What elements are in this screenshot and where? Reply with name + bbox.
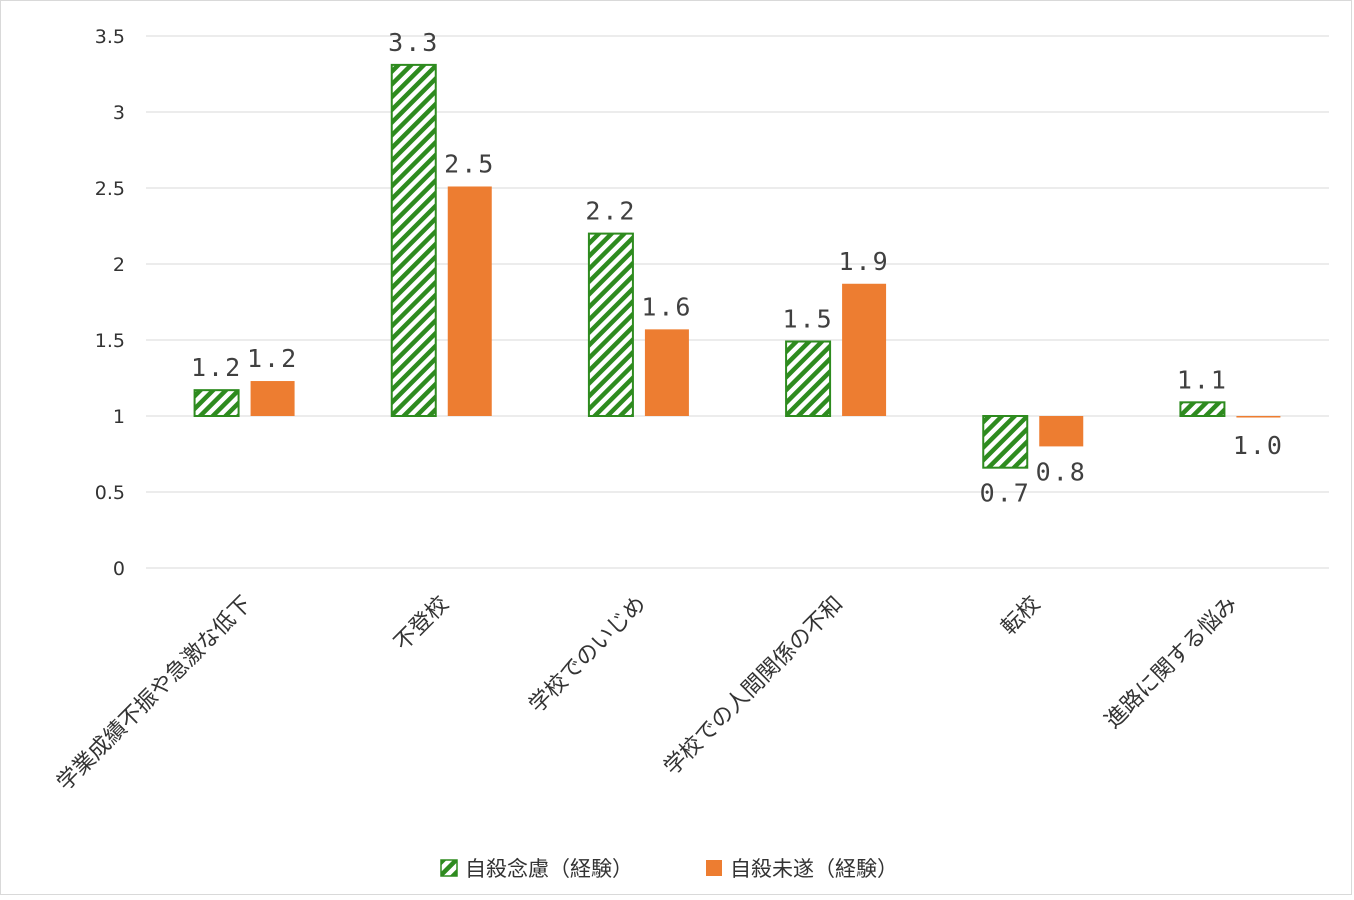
data-label: 0.7 [980,479,1031,508]
y-tick-label: 1 [113,406,125,428]
x-tick-label: 学校での人間関係の不和 [660,592,849,781]
data-label: 1.6 [641,292,692,321]
y-tick-label: 0 [113,558,125,580]
x-axis-ticks: 学業成績不振や急激な低下 不登校 学校でのいじめ 学校での人間関係の不和 転校 進路に関す… [52,592,1242,796]
data-labels: 1.2 1.2 3.3 2.5 2.2 1.6 1.51.9 0.70.8 1.1 1.0 [191,28,1284,508]
y-tick-label: 2 [113,254,125,276]
bar-ideation-1 [390,63,437,417]
legend-swatch [706,860,722,876]
y-axis-ticks: 0 0.5 1 1.5 2 2.5 3 3.5 [95,26,125,580]
gridlines [146,35,1329,569]
bar-attempt-5 [1236,416,1281,418]
bar-ideation-2 [587,232,634,417]
bar-ideation-5 [1179,401,1226,418]
y-tick-label: 3 [113,102,125,124]
legend-swatch [440,859,458,877]
data-label: 3.3 [388,28,439,57]
bar-ideation-0 [193,389,240,418]
legend-label: 自殺念慮（経験） [465,857,633,881]
data-label: 1.9 [839,247,890,276]
y-tick-label: 2.5 [95,178,125,200]
data-label: 0.8 [1036,457,1087,486]
x-tick-label: 学校でのいじめ [525,592,652,719]
x-tick-label: 進路に関する悩み [1101,592,1243,734]
x-tick-label: 学業成績不振や急激な低下 [52,592,256,796]
y-tick-label: 0.5 [95,482,125,504]
data-label: 1.5 [783,305,834,334]
bar-attempt-1 [447,186,492,416]
bars [193,63,1281,469]
data-label: 1.2 [191,353,242,382]
y-tick-label: 1.5 [95,330,125,352]
data-label: 2.5 [444,149,495,178]
bar-ideation-3 [785,340,832,417]
bar-attempt-4 [1039,416,1084,447]
data-label: 1.2 [247,344,298,373]
data-label: 1.1 [1177,365,1228,394]
data-label: 1.0 [1233,431,1284,460]
y-tick-label: 3.5 [95,26,125,48]
bar-attempt-3 [842,283,887,416]
x-tick-label: 不登校 [390,592,454,656]
legend-label: 自殺未遂（経験） [730,857,898,881]
data-label: 2.2 [585,197,636,226]
legend: 自殺念慮（経験） 自殺未遂（経験） [440,857,898,881]
bar-attempt-2 [644,329,689,416]
bar-attempt-0 [250,381,295,416]
x-tick-label: 転校 [997,592,1046,641]
bar-ideation-4 [982,415,1029,469]
